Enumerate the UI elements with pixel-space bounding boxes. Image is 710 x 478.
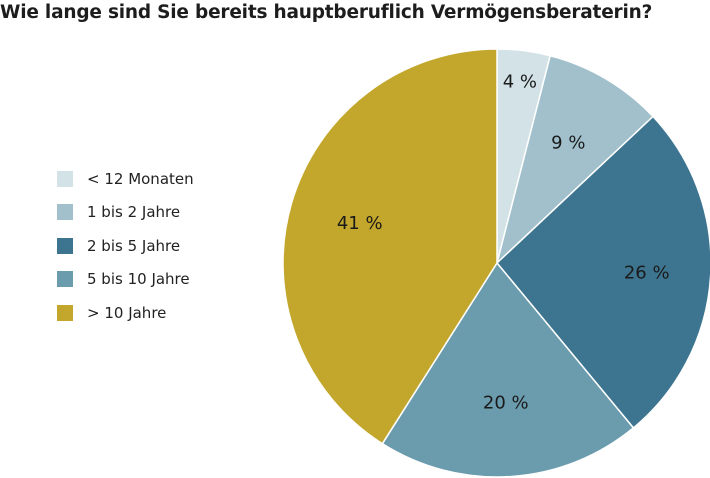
legend-item: 2 bis 5 Jahre [57,229,194,263]
legend-label: 2 bis 5 Jahre [87,236,181,255]
pie-value-label: 4 % [503,71,537,92]
pie-slices [282,48,710,478]
legend: < 12 Monaten 1 bis 2 Jahre 2 bis 5 Jahre… [57,162,194,330]
legend-swatch [57,304,73,321]
legend-item: 5 bis 10 Jahre [57,263,194,297]
pie-slice [495,54,655,266]
chart-title: Wie lange sind Sie bereits hauptberuflic… [0,2,653,23]
legend-item: 1 bis 2 Jahre [57,196,194,230]
pie-value-labels: 4 % 9 % 26 % 20 % 41 % [337,71,670,413]
legend-item: > 10 Jahre [57,296,194,330]
pie-slice [282,48,498,445]
legend-item: < 12 Monaten [57,162,194,196]
pie-slice [381,261,635,478]
legend-swatch [57,204,73,221]
pie-value-label: 9 % [551,133,585,154]
legend-swatch [57,271,73,288]
legend-swatch [57,237,73,254]
pie-value-label: 41 % [337,213,383,234]
pie-value-label: 26 % [624,262,670,283]
legend-label: 5 bis 10 Jahre [87,270,190,289]
legend-label: 1 bis 2 Jahre [87,203,181,222]
pie-value-label: 20 % [483,393,529,414]
legend-label: > 10 Jahre [87,303,167,322]
legend-label: < 12 Monaten [87,169,194,188]
pie-slice [495,115,710,429]
legend-swatch [57,170,73,187]
